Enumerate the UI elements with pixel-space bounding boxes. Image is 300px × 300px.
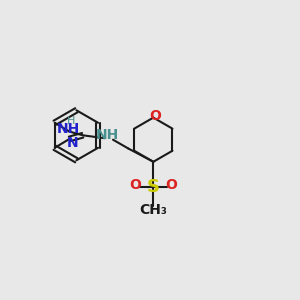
Text: O: O xyxy=(165,178,177,192)
Text: N: N xyxy=(67,136,78,150)
Text: NH: NH xyxy=(56,122,80,136)
Text: O: O xyxy=(130,178,142,192)
Text: NH: NH xyxy=(96,128,119,142)
Text: H: H xyxy=(67,116,75,126)
Text: CH₃: CH₃ xyxy=(140,203,167,218)
Text: O: O xyxy=(149,109,161,123)
Text: S: S xyxy=(147,178,160,196)
